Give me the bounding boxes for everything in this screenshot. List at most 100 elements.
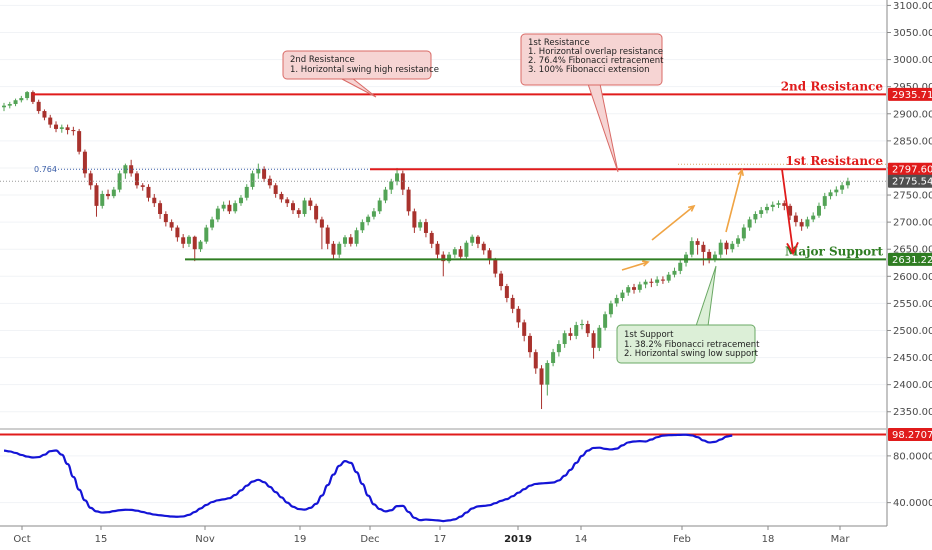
- candle: [770, 201, 775, 212]
- candle: [637, 281, 642, 293]
- candle: [7, 101, 12, 109]
- candle-body: [366, 216, 371, 223]
- second-resistance-callout: 2nd Resistance 1. Horizontal swing high …: [282, 50, 439, 98]
- candle-body: [383, 189, 388, 201]
- candle: [389, 178, 394, 194]
- time-axis[interactable]: Oct 15 Nov 19 Dec 17 2019 14 Feb 18 Mar: [13, 526, 850, 545]
- candle-body: [499, 273, 504, 287]
- candle-body: [487, 250, 492, 261]
- candle-body: [279, 193, 284, 200]
- candle: [152, 193, 157, 207]
- candle-body: [458, 249, 463, 257]
- candle: [48, 114, 53, 128]
- callout-line: 1. 38.2% Fibonacci retracement: [624, 340, 760, 350]
- candle: [788, 203, 793, 220]
- candle: [493, 257, 498, 278]
- candle-body: [545, 362, 550, 385]
- candle-body: [267, 178, 272, 186]
- candle-body: [701, 244, 706, 252]
- indicator-value-tag: 98.2707: [888, 428, 932, 441]
- candle-body: [111, 189, 116, 197]
- price-tick-label: 2850.00: [893, 136, 932, 147]
- candle-body: [337, 243, 342, 255]
- candle: [527, 333, 532, 358]
- indicator-tick-label: 80.0000: [893, 451, 932, 462]
- candle-body: [747, 219, 752, 228]
- candle: [597, 325, 602, 352]
- candle: [689, 237, 694, 258]
- candle: [499, 270, 504, 291]
- candle-body: [822, 196, 827, 206]
- price-axis[interactable]: 3100.00 3050.00 3000.00 2950.00 2900.00 2850.…: [887, 1, 932, 418]
- candle: [140, 183, 145, 191]
- candle-body: [707, 251, 712, 259]
- candle-body: [94, 185, 99, 206]
- candle: [30, 90, 35, 105]
- candle: [464, 240, 469, 259]
- candle-body: [759, 210, 764, 214]
- candle: [331, 241, 336, 259]
- candle: [799, 218, 804, 231]
- candle: [371, 208, 376, 220]
- candle-body: [238, 197, 243, 204]
- candle-body: [799, 222, 804, 227]
- candle-body: [227, 204, 232, 212]
- candle-body: [626, 287, 631, 293]
- candle-body: [244, 186, 249, 198]
- candle: [695, 238, 700, 255]
- candle-body: [7, 104, 12, 106]
- candle: [533, 349, 538, 374]
- candle-body: [666, 274, 671, 281]
- candle: [522, 319, 527, 342]
- candle-body: [632, 287, 637, 290]
- candle: [585, 320, 590, 337]
- candle: [556, 340, 561, 357]
- candle-body: [423, 222, 428, 233]
- callout-title: 1st Support: [624, 330, 674, 340]
- candle-body: [580, 323, 584, 326]
- candle-body: [585, 323, 590, 334]
- candle: [181, 234, 186, 249]
- candle-body: [597, 327, 602, 348]
- price-tick-label: 2650.00: [893, 245, 932, 256]
- candle: [712, 251, 717, 263]
- candle-body: [493, 260, 498, 274]
- candle-body: [146, 186, 151, 198]
- candle: [314, 203, 319, 224]
- candle: [666, 271, 671, 283]
- candle-body: [71, 130, 76, 132]
- candle: [614, 294, 619, 307]
- candle-body: [793, 215, 798, 223]
- candle-body: [377, 200, 382, 212]
- tag-value: 98.2707: [892, 430, 932, 441]
- price-tick-label: 2900.00: [893, 109, 932, 120]
- candle: [423, 218, 428, 238]
- candle-body: [845, 181, 850, 186]
- candle: [504, 283, 509, 303]
- candle-body: [233, 203, 238, 212]
- candle: [793, 212, 798, 227]
- candle: [383, 186, 388, 204]
- date-tick-label: 2019: [504, 534, 532, 545]
- candle: [741, 224, 746, 242]
- candle-body: [100, 193, 105, 206]
- candle-body: [475, 236, 480, 244]
- candle-body: [175, 227, 180, 238]
- indicator-axis[interactable]: 80.0000 40.0000: [887, 451, 932, 509]
- tag-value: 2775.54: [892, 177, 932, 188]
- price-tick-label: 2350.00: [893, 407, 932, 418]
- candle: [487, 248, 492, 265]
- candle-body: [2, 105, 6, 108]
- candle: [632, 283, 637, 294]
- candle-body: [447, 254, 452, 262]
- candle-body: [48, 117, 53, 125]
- price-tick-label: 3000.00: [893, 55, 932, 66]
- candle-body: [672, 270, 677, 275]
- first-resistance-label: 1st Resistance: [786, 154, 884, 168]
- candle: [100, 190, 105, 209]
- candle-body: [412, 211, 417, 228]
- candle: [811, 212, 816, 223]
- candle: [146, 184, 151, 202]
- candle-body: [556, 344, 561, 353]
